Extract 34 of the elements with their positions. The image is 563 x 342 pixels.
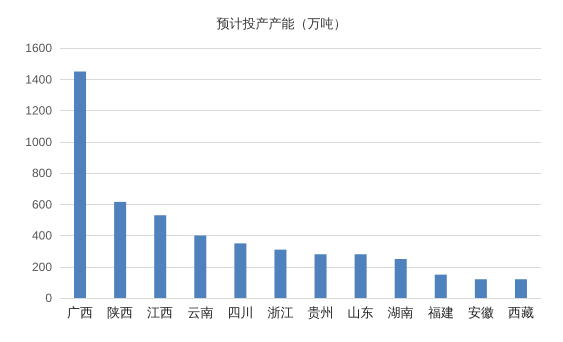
bar <box>154 215 166 298</box>
x-tick-label: 四川 <box>227 305 254 320</box>
bar <box>194 236 206 298</box>
y-tick-label: 1200 <box>25 104 52 118</box>
bar <box>434 274 447 298</box>
x-tick-label: 湖南 <box>388 305 414 320</box>
bar <box>74 71 86 298</box>
bar <box>474 279 487 298</box>
y-tick-label: 1400 <box>25 72 52 86</box>
bar <box>234 243 246 298</box>
x-tick-label: 浙江 <box>267 305 294 320</box>
x-tick-label: 山东 <box>348 305 374 320</box>
y-tick-label: 1000 <box>25 134 52 149</box>
chart-title: 预计投产产能（万吨） <box>216 16 346 31</box>
bar <box>114 202 126 298</box>
x-tick-label: 云南 <box>187 305 214 320</box>
bar <box>514 279 527 298</box>
y-tick-label: 800 <box>32 166 52 180</box>
x-tick-label: 江西 <box>147 305 174 320</box>
y-tick-label: 400 <box>32 228 52 242</box>
x-tick-label: 福建 <box>428 305 454 320</box>
x-tick-label: 贵州 <box>308 305 334 320</box>
y-tick-label: 1600 <box>25 41 52 55</box>
bar <box>314 254 327 298</box>
y-tick-label: 0 <box>45 291 52 305</box>
bar <box>354 254 367 298</box>
x-tick-label: 广西 <box>67 305 94 320</box>
x-tick-label: 西藏 <box>508 305 534 320</box>
bar <box>274 250 286 298</box>
x-tick-label: 陕西 <box>107 305 134 320</box>
y-tick-label: 600 <box>32 197 52 212</box>
y-tick-label: 200 <box>32 260 52 274</box>
x-tick-label: 安徽 <box>468 305 494 320</box>
bar <box>394 258 407 298</box>
